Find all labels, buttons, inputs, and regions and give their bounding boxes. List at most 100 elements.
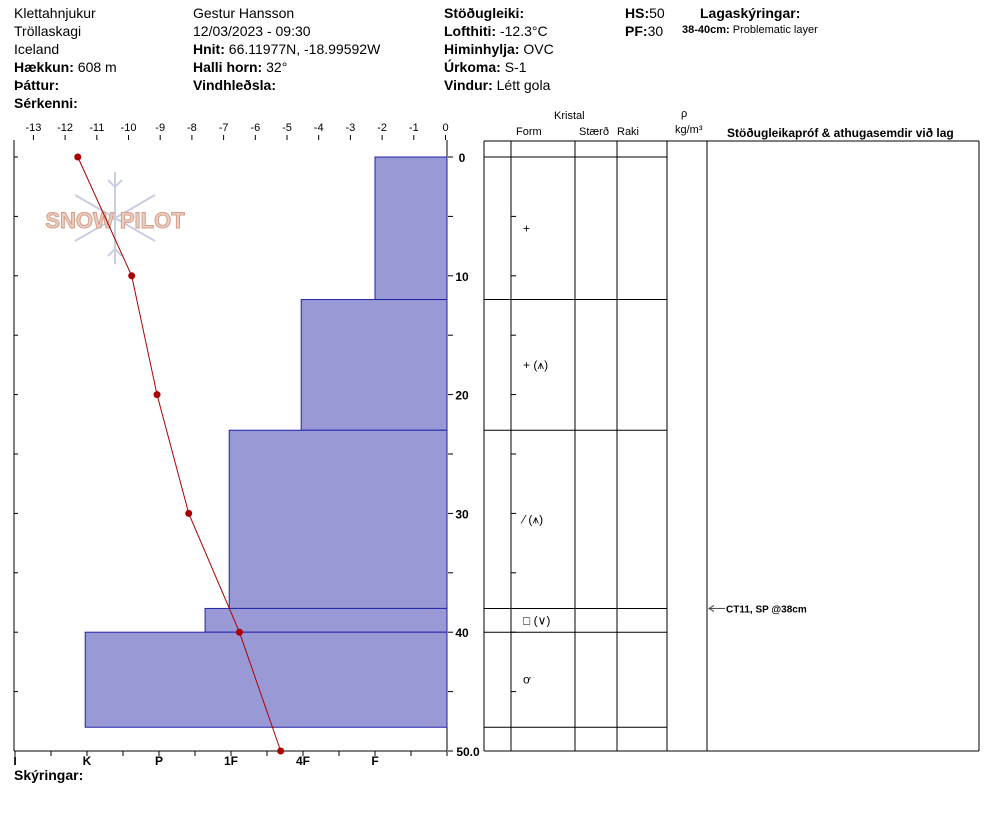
wind-transport-label: Vindhleðsla: xyxy=(193,77,276,93)
airtemp-label: Lofthiti: xyxy=(444,23,497,39)
snowflake-icon xyxy=(74,172,156,264)
elevation: Hækkun: 608 m xyxy=(14,58,117,76)
precip-label: Úrkoma: xyxy=(444,59,501,75)
temp-tick-label: -5 xyxy=(282,122,292,134)
temperature-point xyxy=(277,747,285,755)
hardness-tick-label: K xyxy=(83,754,92,768)
temp-tick-label: -13 xyxy=(25,122,41,134)
elevation-label: Hækkun: xyxy=(14,59,74,75)
depth-tick-label: 40 xyxy=(455,626,469,640)
layer-table: + + (⩚) ⁄ (⩚) □ (∨) ơ CT11, SP @38cm xyxy=(483,140,980,752)
sky-label: Himinhylja: xyxy=(444,41,520,57)
layer-note-range: 38-40cm: xyxy=(682,24,730,36)
features-label: Sérkenni: xyxy=(14,95,78,111)
temperature-point xyxy=(185,509,193,517)
temperature-point xyxy=(128,272,136,280)
temp-tick-label: -11 xyxy=(89,122,104,134)
size-header: Stærð xyxy=(579,126,609,138)
coordinates: Hnit: 66.11977N, -18.99592W xyxy=(193,40,380,58)
depth-tick-label: 10 xyxy=(455,270,469,284)
depth-tick-label: 30 xyxy=(455,507,469,521)
hardness-tick-label: 1F xyxy=(224,754,238,768)
coords-label: Hnit: xyxy=(193,41,225,57)
hardness-bar xyxy=(228,429,448,609)
temperature-line xyxy=(77,156,282,752)
slope-value: 32° xyxy=(266,59,288,75)
temperature-point xyxy=(153,391,161,399)
stability-tests-header: Stöðugleikapróf & athugasemdir við lag xyxy=(727,126,954,140)
hardness-bar xyxy=(204,607,448,633)
temperature-point xyxy=(74,153,82,161)
snowpilot-watermark: SNOW PILOT xyxy=(45,172,186,264)
temperature-profile xyxy=(74,153,285,755)
hardness-tick-label: P xyxy=(155,754,163,768)
temp-tick-label: 0 xyxy=(442,122,448,134)
region-name: Tröllaskagi xyxy=(14,23,82,39)
airtemp-value: -12.3°C xyxy=(499,23,548,39)
watermark-text: SNOW PILOT xyxy=(45,208,185,233)
hs-value: 50 xyxy=(649,5,665,21)
pf-label: PF: xyxy=(625,23,648,39)
slope: Halli horn: 32° xyxy=(193,58,287,76)
crystal-header: Kristal xyxy=(554,110,585,122)
hardness-bars xyxy=(84,156,448,728)
precipitation: Úrkoma: S-1 xyxy=(444,58,526,76)
temp-tick-label: -3 xyxy=(346,122,356,134)
temp-tick-label: -8 xyxy=(187,122,197,134)
temp-tick-label: -10 xyxy=(121,122,137,134)
pf: PF:30 xyxy=(625,22,663,40)
hardness-bar xyxy=(84,631,448,728)
hs-label: HS: xyxy=(625,5,650,21)
temperature-point xyxy=(235,628,243,636)
grain-form-symbol: + (⩚) xyxy=(523,358,548,372)
temp-tick-label: -12 xyxy=(57,122,73,134)
layer-note: 38-40cm: Problematic layer xyxy=(682,24,818,36)
temp-tick-label: -7 xyxy=(219,122,229,134)
depth-tick-label: 0 xyxy=(459,151,466,165)
slope-label: Halli horn: xyxy=(193,59,263,75)
sky-value: OVC xyxy=(523,41,554,57)
elevation-value: 608 m xyxy=(77,59,117,75)
density-unit-header: kg/m³ xyxy=(675,124,703,136)
hardness-bar xyxy=(300,299,448,431)
aspect-label: Þáttur: xyxy=(14,77,60,93)
axes: -13 -12 -11 -10 -9 -8 -7 -6 -5 -4 -3 -2 -1 0010203040… xyxy=(13,122,480,768)
stability-test-annotation: CT11, SP @38cm xyxy=(726,604,807,615)
temp-tick-label: -4 xyxy=(314,122,324,134)
air-temperature: Lofthiti: -12.3°C xyxy=(444,22,548,40)
layer-notes-label: Lagaskýringar: xyxy=(700,5,801,21)
form-header: Form xyxy=(516,126,542,138)
hs: HS:50 xyxy=(625,4,665,22)
sky-cover: Himinhylja: OVC xyxy=(444,40,554,58)
hardness-bar xyxy=(374,156,448,301)
temp-tick-label: -9 xyxy=(155,122,165,134)
hardness-tick-label: F xyxy=(371,754,378,768)
rho-header: ρ xyxy=(681,108,688,120)
grain-form-symbol: ơ xyxy=(523,673,531,687)
grain-form-symbol: + xyxy=(523,221,530,235)
profile-frame xyxy=(13,140,448,752)
grain-form-symbol: ⁄ (⩚) xyxy=(520,512,543,526)
legend-label: Skýringar: xyxy=(14,767,84,783)
grain-form-symbol: □ (∨) xyxy=(523,613,550,627)
temp-tick-label: -1 xyxy=(409,122,419,134)
observer-name: Gestur Hansson xyxy=(193,5,295,21)
location-name: Klettahnjukur xyxy=(14,5,96,21)
wind: Vindur: Létt gola xyxy=(444,76,550,94)
depth-tick-label: 20 xyxy=(455,389,469,403)
wind-label: Vindur: xyxy=(444,77,493,93)
temp-tick-label: -2 xyxy=(377,122,387,134)
wind-value: Létt gola xyxy=(496,77,551,93)
stability-label: Stöðugleiki: xyxy=(444,5,525,21)
country-name: Iceland xyxy=(14,41,60,57)
moisture-header: Raki xyxy=(617,126,640,138)
hardness-tick-label: 4F xyxy=(296,754,310,768)
depth-end-label: 50.0 xyxy=(456,745,480,759)
test-arrow-head xyxy=(708,605,715,612)
pf-value: 30 xyxy=(647,23,664,39)
observation-datetime: 12/03/2023 - 09:30 xyxy=(193,23,311,39)
layer-note-text: Problematic layer xyxy=(732,24,818,36)
coords-value: 66.11977N, -18.99592W xyxy=(228,41,381,57)
temp-tick-label: -6 xyxy=(250,122,260,134)
precip-value: S-1 xyxy=(504,59,527,75)
